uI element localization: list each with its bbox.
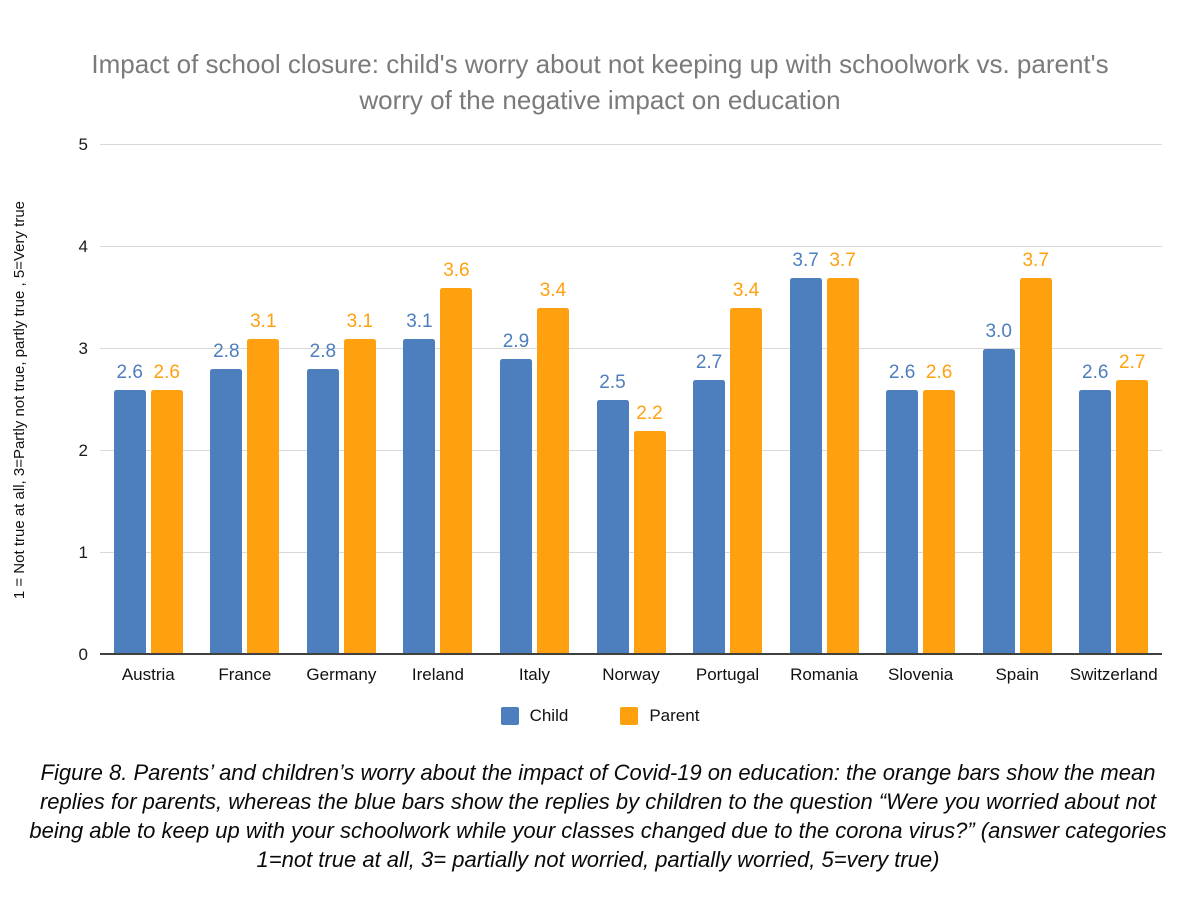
bar-parent-italy: 3.4 xyxy=(536,280,569,655)
x-axis-label-romania: Romania xyxy=(790,665,859,684)
bar-child-slovenia: 2.6 xyxy=(886,362,919,655)
y-tick-label-2: 2 xyxy=(78,441,88,460)
x-axis-label-norway: Norway xyxy=(602,665,660,684)
x-axis-labels: Austria France Germany Ireland Italy Norway Po… xyxy=(100,665,1162,685)
x-axis-label-spain: Spain xyxy=(995,665,1039,684)
bar-group-portugal: 2.7 3.4 xyxy=(679,145,776,655)
gridline-2 xyxy=(100,450,1162,451)
bar-group-france: 2.8 3.1 xyxy=(197,145,294,655)
bar-value-label-child-slovenia: 2.6 xyxy=(888,361,916,383)
x-axis-label-slovenia: Slovenia xyxy=(888,665,954,684)
gridline-4 xyxy=(100,246,1162,247)
bar-group-ireland: 3.1 3.6 xyxy=(390,145,487,655)
x-axis-label-germany: Germany xyxy=(306,665,377,684)
bar-value-label-child-norway: 2.5 xyxy=(599,372,626,393)
bar-group-norway: 2.5 2.2 xyxy=(583,145,680,655)
bar-parent-germany: 3.1 xyxy=(343,311,376,655)
bar-value-label-parent-romania: 3.7 xyxy=(829,249,856,271)
x-axis-label-ireland: Ireland xyxy=(411,665,464,684)
bar-value-label-child-romania: 3.7 xyxy=(792,249,819,271)
bar-group-slovenia: 2.6 2.6 xyxy=(872,145,969,655)
bar-parent-austria: 2.6 xyxy=(150,362,183,655)
bar-value-label-parent-ireland: 3.6 xyxy=(443,259,470,281)
caption-line-3: being able to keep up with your schoolwo… xyxy=(29,818,1167,843)
gridline-3 xyxy=(100,348,1162,349)
bar-parent-france: 3.1 xyxy=(247,311,280,655)
bar-child-switzerland: 2.6 xyxy=(1079,362,1112,655)
bar-value-label-parent-slovenia: 2.6 xyxy=(925,361,953,383)
figure-caption: Figure 8. Parents’ and children’s worry … xyxy=(0,758,1200,874)
x-axis-label-italy: Italy xyxy=(518,665,551,684)
x-axis-label-portugal: Portugal xyxy=(695,665,760,684)
bar-group-austria: 2.6 2.6 xyxy=(100,145,197,655)
bar-child-germany: 2.8 xyxy=(306,341,339,655)
bar-groups: 2.6 2.6 2.8 3.1 2.8 3.1 3.1 3.6 2.9 3.4 2.5 2.2 2.7 3… xyxy=(100,145,1162,655)
bar-child-portugal: 2.7 xyxy=(693,352,726,655)
bar-child-norway: 2.5 xyxy=(596,372,629,655)
legend-item-child: Child xyxy=(500,706,569,726)
bar-value-label-parent-italy: 3.4 xyxy=(539,280,567,302)
bar-value-label-child-portugal: 2.7 xyxy=(695,351,723,373)
bar-child-spain: 3.0 xyxy=(982,321,1015,655)
bar-group-italy: 2.9 3.4 xyxy=(486,145,583,655)
bar-child-ireland: 3.1 xyxy=(403,311,436,655)
bar-value-label-parent-switzerland: 2.7 xyxy=(1119,351,1146,373)
legend-item-parent: Parent xyxy=(620,706,699,726)
bar-value-label-parent-germany: 3.1 xyxy=(346,310,374,332)
y-tick-label-1: 1 xyxy=(78,543,88,562)
x-axis-label-france: France xyxy=(218,665,272,684)
legend: Child Parent xyxy=(0,706,1200,726)
gridline-1 xyxy=(100,552,1162,553)
bar-group-spain: 3.0 3.7 xyxy=(969,145,1066,655)
bar-value-label-parent-spain: 3.7 xyxy=(1022,249,1049,271)
y-axis-ticks: 0 1 2 3 4 5 xyxy=(58,135,88,664)
bar-value-label-child-italy: 2.9 xyxy=(502,331,530,353)
legend-label-child: Child xyxy=(529,706,569,725)
bar-parent-slovenia: 2.6 xyxy=(923,362,956,655)
legend-swatch-child-icon xyxy=(500,707,519,725)
bar-value-label-parent-portugal: 3.4 xyxy=(732,280,760,302)
y-tick-label-5: 5 xyxy=(78,135,88,154)
bar-child-austria: 2.6 xyxy=(113,362,146,655)
caption-line-1: Figure 8. Parents’ and children’s worry … xyxy=(40,760,1156,785)
bar-group-switzerland: 2.6 2.7 xyxy=(1065,145,1162,655)
x-axis-label-switzerland: Switzerland xyxy=(1069,665,1158,684)
caption-line-2: replies for parents, whereas the blue ba… xyxy=(39,789,1157,814)
y-tick-label-0: 0 xyxy=(78,645,88,664)
bar-parent-ireland: 3.6 xyxy=(440,260,473,655)
bar-child-romania: 3.7 xyxy=(789,250,822,655)
y-axis-title-wrap: 1 = Not true at all, 3=Partly not true, … xyxy=(4,145,34,655)
y-tick-label-3: 3 xyxy=(78,339,88,358)
bar-parent-portugal: 3.4 xyxy=(730,280,763,655)
bar-parent-spain: 3.7 xyxy=(1019,250,1052,655)
bar-value-label-parent-norway: 2.2 xyxy=(636,402,663,424)
legend-swatch-parent-icon xyxy=(620,707,639,725)
bar-group-germany: 2.8 3.1 xyxy=(293,145,390,655)
plot-area: 2.6 2.6 2.8 3.1 2.8 3.1 3.1 3.6 2.9 3.4 2.5 2.2 2.7 3… xyxy=(100,144,1162,655)
bar-group-romania: 3.7 3.7 xyxy=(776,145,873,655)
bar-child-italy: 2.9 xyxy=(499,331,532,655)
bar-value-label-parent-france: 3.1 xyxy=(250,310,277,332)
bar-parent-romania: 3.7 xyxy=(826,250,859,655)
y-tick-label-4: 4 xyxy=(78,237,88,256)
bar-value-label-child-austria: 2.6 xyxy=(116,361,143,383)
bar-child-france: 2.8 xyxy=(210,341,243,655)
bar-parent-switzerland: 2.7 xyxy=(1116,352,1149,655)
chart-title: Impact of school closure: child's worry … xyxy=(91,49,1109,115)
y-axis-title: 1 = Not true at all, 3=Partly not true, … xyxy=(10,200,28,600)
bar-value-label-child-ireland: 3.1 xyxy=(406,310,433,332)
bar-value-label-child-spain: 3.0 xyxy=(985,321,1012,342)
bar-value-label-child-switzerland: 2.6 xyxy=(1082,361,1109,383)
legend-label-parent: Parent xyxy=(649,706,700,725)
bar-parent-norway: 2.2 xyxy=(633,403,666,655)
x-axis-label-austria: Austria xyxy=(121,665,175,684)
x-axis-line xyxy=(100,653,1162,655)
caption-line-4: 1=not true at all, 3= partially not worr… xyxy=(256,847,940,872)
bar-value-label-child-germany: 2.8 xyxy=(309,341,337,363)
gridline-5 xyxy=(100,144,1162,145)
bar-value-label-parent-austria: 2.6 xyxy=(153,361,180,383)
bar-value-label-child-france: 2.8 xyxy=(213,341,240,363)
